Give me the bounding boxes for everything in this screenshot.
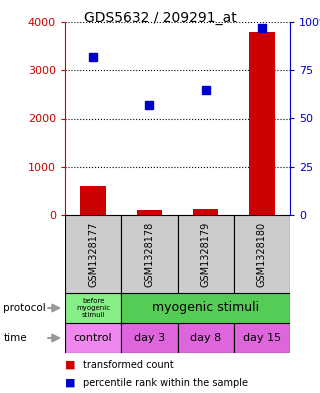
Text: day 8: day 8: [190, 333, 221, 343]
Text: GSM1328178: GSM1328178: [144, 221, 154, 286]
Text: GDS5632 / 209291_at: GDS5632 / 209291_at: [84, 11, 236, 25]
Bar: [137, 210, 162, 215]
Text: GSM1328179: GSM1328179: [201, 221, 211, 286]
Bar: [65, 293, 121, 323]
Bar: [121, 215, 178, 293]
Bar: [65, 215, 121, 293]
Text: control: control: [74, 333, 112, 343]
Bar: [178, 215, 234, 293]
Text: day 3: day 3: [134, 333, 165, 343]
Bar: [234, 323, 290, 353]
Text: transformed count: transformed count: [83, 360, 173, 370]
Text: protocol: protocol: [3, 303, 46, 313]
Text: GSM1328180: GSM1328180: [257, 221, 267, 286]
Bar: [121, 293, 290, 323]
Bar: [65, 323, 121, 353]
Text: ■: ■: [65, 378, 76, 388]
Text: day 15: day 15: [243, 333, 281, 343]
Text: percentile rank within the sample: percentile rank within the sample: [83, 378, 248, 388]
Bar: [193, 209, 218, 215]
Bar: [178, 323, 234, 353]
Text: myogenic stimuli: myogenic stimuli: [152, 301, 259, 314]
Bar: [80, 186, 106, 215]
Bar: [121, 323, 178, 353]
Text: time: time: [3, 333, 27, 343]
Bar: [234, 215, 290, 293]
Bar: [249, 32, 275, 215]
Text: ■: ■: [65, 360, 76, 370]
Text: GSM1328177: GSM1328177: [88, 221, 98, 286]
Text: before
myogenic
stimuli: before myogenic stimuli: [76, 298, 110, 318]
